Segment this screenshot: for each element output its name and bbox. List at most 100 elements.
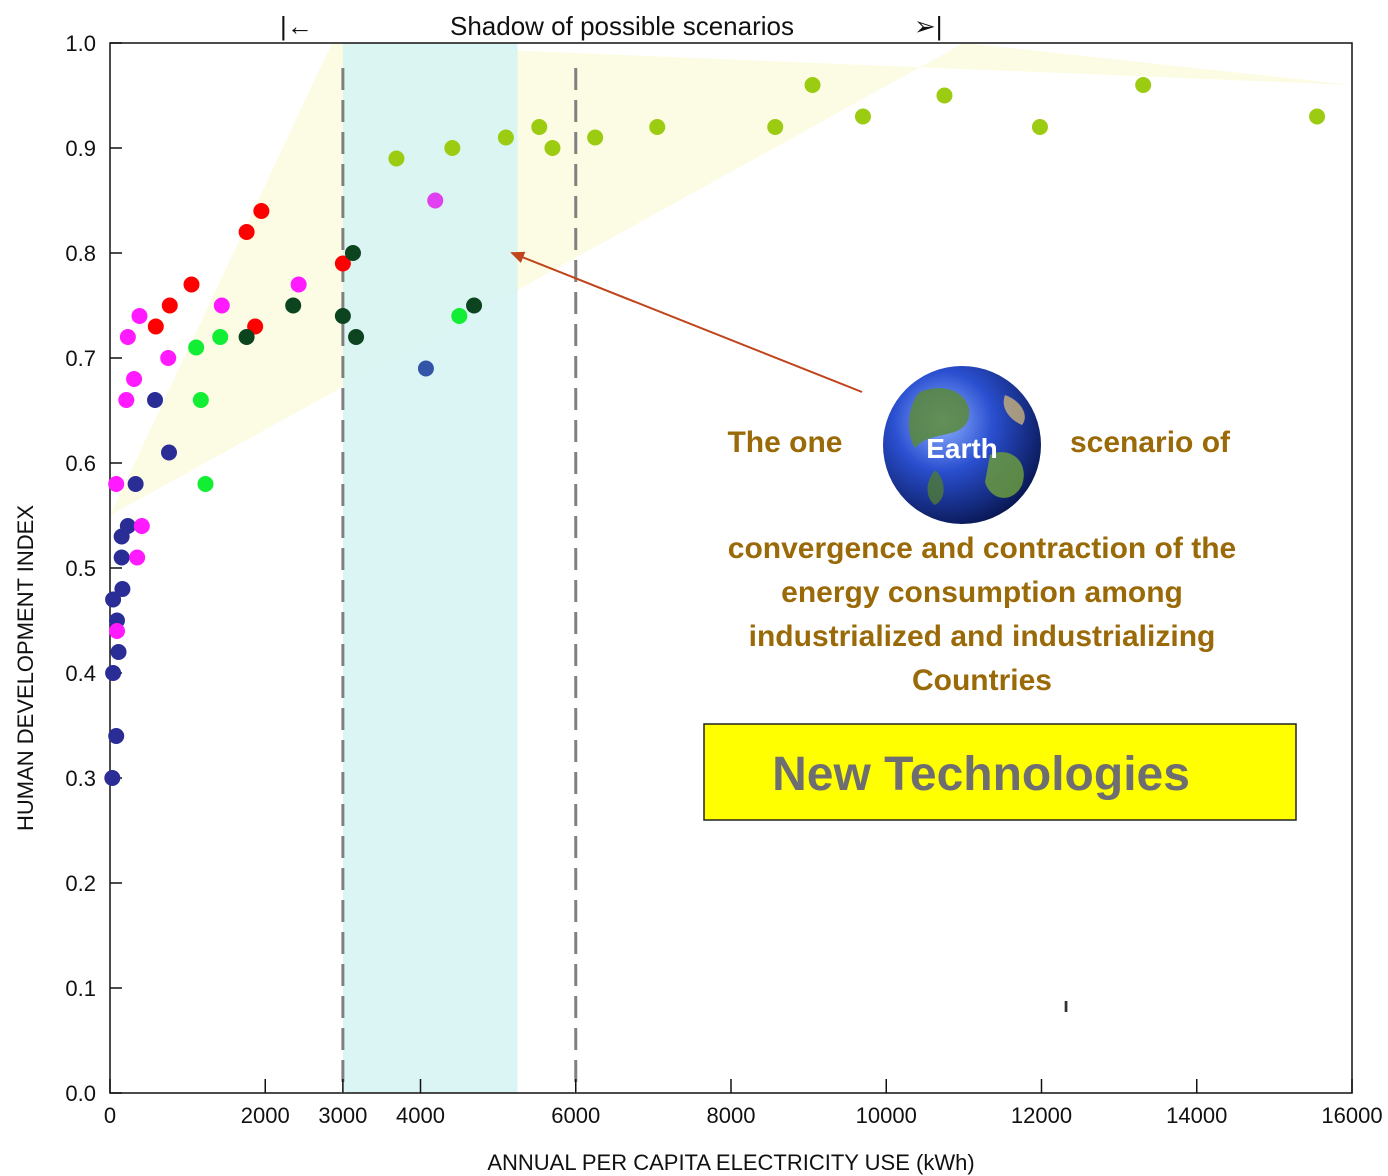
x-tick-label: 12000 [1011,1103,1072,1128]
data-point-lime [1135,77,1152,93]
data-point-lime [587,129,604,146]
data-point-green [192,392,209,408]
data-point-green [197,476,214,492]
right-range-marker: ➢| [914,11,943,41]
data-point-lime [936,87,953,104]
x-tick-label: 14000 [1166,1103,1227,1128]
y-axis-title: HUMAN DEVELOPMENT INDEX [13,505,38,831]
data-point-lime [497,129,514,146]
earth-label: Earth [926,433,998,464]
data-point-red [253,203,270,219]
x-tick-label: 6000 [551,1103,600,1128]
data-point-darkgreen [238,329,255,345]
x-tick-label: 10000 [856,1103,917,1128]
data-point-darkgreen [348,329,365,345]
data-point-navy [105,591,122,608]
data-point-violet [427,192,444,209]
y-tick-label: 0.1 [65,976,96,1001]
data-point-darkgreen [344,245,361,261]
y-tick-label: 1.0 [65,31,96,56]
data-point-darkgreen [334,308,351,324]
data-point-darkgreen [466,297,483,314]
x-axis-ticks: 0 2000 3000 4000 6000 8000 10000 12000 14000 1600… [104,1079,1383,1128]
y-axis-ticks: 0.0 0.1 0.2 0.3 0.4 0.5 0.6 0.7 0.8 0.9 1.0 [65,31,122,1106]
x-tick-label: 4000 [396,1103,445,1128]
data-point-magenta [160,350,177,366]
x-tick-label: 3000 [318,1103,367,1128]
y-tick-label: 0.4 [65,661,96,686]
annotation-line-2: convergence and contraction of the [728,532,1236,565]
data-points [104,77,1326,786]
y-tick-label: 0.2 [65,871,96,896]
data-point-navy [113,549,130,566]
data-point-red [161,297,178,314]
x-tick-label: 0 [104,1103,116,1128]
data-point-magenta [119,329,136,345]
data-point-navy [110,644,127,660]
data-point-magenta [213,297,230,314]
annotation-line-5: Countries [912,664,1052,697]
data-point-lime [767,119,784,135]
data-point-lime [1309,108,1326,125]
data-point-navy [119,518,136,534]
data-point-red [183,276,200,293]
data-point-lime [1031,119,1048,135]
data-point-darkgreen [285,297,302,314]
data-point-magenta [126,371,143,387]
new-technologies-label: New Technologies [772,748,1190,801]
data-point-navy [147,392,164,408]
dashed-lines [341,68,578,1093]
data-point-navy [108,728,125,744]
data-point-lime [388,150,405,167]
annotation-line1-left: The one [727,426,842,459]
annotation-arrow [510,251,863,393]
x-axis-title: ANNUAL PER CAPITA ELECTRICITY USE (kWh) [487,1150,974,1175]
data-point-magenta [108,476,125,492]
annotation-line-3: energy consumption among [781,576,1183,609]
data-point-navy [114,581,131,597]
stray-mark: ı [1063,995,1069,1017]
background-layer [110,43,1352,1093]
left-range-marker: |← [280,11,313,41]
y-tick-label: 0.7 [65,346,96,371]
y-tick-label: 0.5 [65,556,96,581]
data-point-lime [649,119,666,135]
data-point-lime [544,140,561,156]
data-point-lime [444,140,461,156]
data-point-green [212,329,229,345]
data-point-blue [417,360,434,377]
data-point-red [147,318,164,335]
annotation-line1-right: scenario of [1070,426,1231,459]
y-tick-label: 0.6 [65,451,96,476]
new-technologies-box [703,723,1297,821]
shaded-band [342,43,518,1093]
data-point-navy [127,476,144,492]
data-point-green [451,308,468,324]
data-point-magenta [133,518,150,534]
x-tick-label: 16000 [1321,1103,1382,1128]
annotation-line-4: industrialized and industrializing [749,620,1216,653]
data-point-magenta [131,308,148,324]
data-point-navy [104,770,121,786]
data-point-magenta [129,549,146,566]
scenario-range-label: Shadow of possible scenarios [450,11,794,41]
y-tick-label: 0.3 [65,766,96,791]
data-point-magenta [108,623,125,639]
data-point-lime [531,119,548,135]
y-tick-label: 0.8 [65,241,96,266]
x-tick-label: 8000 [707,1103,756,1128]
data-point-red [334,255,351,272]
data-point-magenta [118,392,135,408]
x-tick-label: 2000 [241,1103,290,1128]
y-tick-label: 0.0 [65,1081,96,1106]
data-point-navy [160,444,177,461]
data-point-lime [854,108,871,125]
data-point-magenta [290,276,307,293]
data-point-green [188,339,205,356]
data-point-red [238,224,255,240]
data-point-navy [105,665,122,681]
y-tick-label: 0.9 [65,136,96,161]
earth-globe-icon [883,366,1041,524]
data-point-lime [804,77,821,93]
